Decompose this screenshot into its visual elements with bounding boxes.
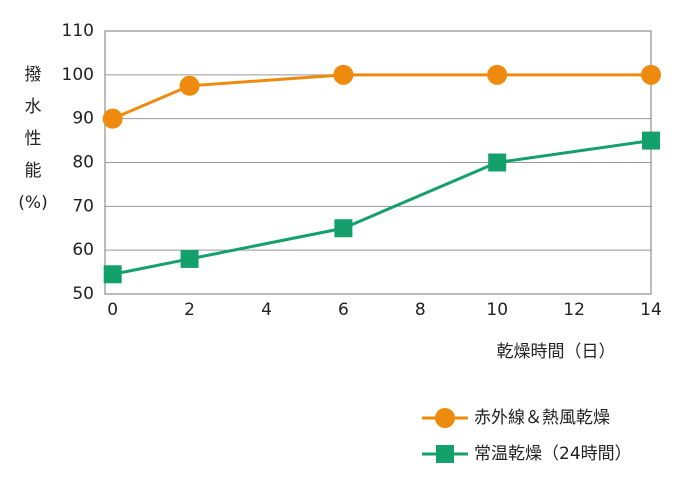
y-axis-label: (%) <box>18 193 47 213</box>
data-point <box>487 64 508 85</box>
legend-label: 常温乾燥（24時間） <box>474 444 632 464</box>
y-tick-label: 60 <box>72 240 94 260</box>
x-tick-label: 8 <box>415 300 426 320</box>
y-tick-label: 110 <box>62 21 94 41</box>
x-tick-label: 0 <box>107 300 118 320</box>
y-tick-label: 90 <box>72 109 94 129</box>
y-axis-label: 撥 <box>25 65 42 85</box>
y-axis-label: 能 <box>25 161 42 181</box>
y-tick-label: 80 <box>72 153 94 173</box>
legend-marker <box>436 445 454 463</box>
legend-marker <box>435 408 455 428</box>
x-axis-label: 乾燥時間（日） <box>497 342 616 362</box>
data-point <box>102 108 123 129</box>
x-tick-label: 10 <box>486 300 508 320</box>
data-point <box>641 64 661 85</box>
legend-label: 赤外線＆熱風乾燥 <box>474 408 610 428</box>
data-point <box>488 153 507 172</box>
x-tick-label: 2 <box>184 300 195 320</box>
data-point <box>642 131 660 150</box>
data-point <box>334 219 353 238</box>
x-tick-label: 6 <box>338 300 349 320</box>
y-tick-label: 100 <box>62 65 94 85</box>
x-tick-label: 4 <box>261 300 272 320</box>
x-tick-label: 14 <box>640 300 662 320</box>
data-point <box>180 249 199 268</box>
data-point <box>179 75 200 96</box>
data-point <box>333 64 354 85</box>
data-point <box>103 265 122 284</box>
x-tick-label: 12 <box>563 300 585 320</box>
y-axis-label: 性 <box>25 129 42 149</box>
plot-frame <box>104 30 652 295</box>
y-tick-label: 70 <box>72 196 94 216</box>
y-tick-label: 50 <box>72 284 94 304</box>
y-axis-label: 水 <box>25 97 42 117</box>
